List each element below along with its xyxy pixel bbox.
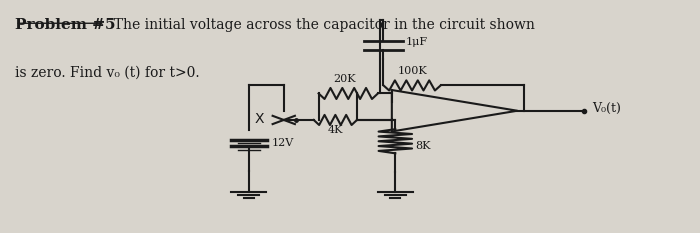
Text: X: X xyxy=(255,112,264,126)
Text: 1μF: 1μF xyxy=(406,37,428,47)
Text: 12V: 12V xyxy=(271,138,293,148)
Text: 8K: 8K xyxy=(415,141,430,151)
Text: The initial voltage across the capacitor in the circuit shown: The initial voltage across the capacitor… xyxy=(104,17,535,31)
Text: 4K: 4K xyxy=(328,125,343,135)
Text: is zero. Find v₀ (t) for t>0.: is zero. Find v₀ (t) for t>0. xyxy=(15,66,200,80)
Text: 20K: 20K xyxy=(333,73,356,83)
Text: V₀(t): V₀(t) xyxy=(592,102,621,115)
Text: 100K: 100K xyxy=(397,66,427,76)
Text: Problem #5: Problem #5 xyxy=(15,17,116,31)
